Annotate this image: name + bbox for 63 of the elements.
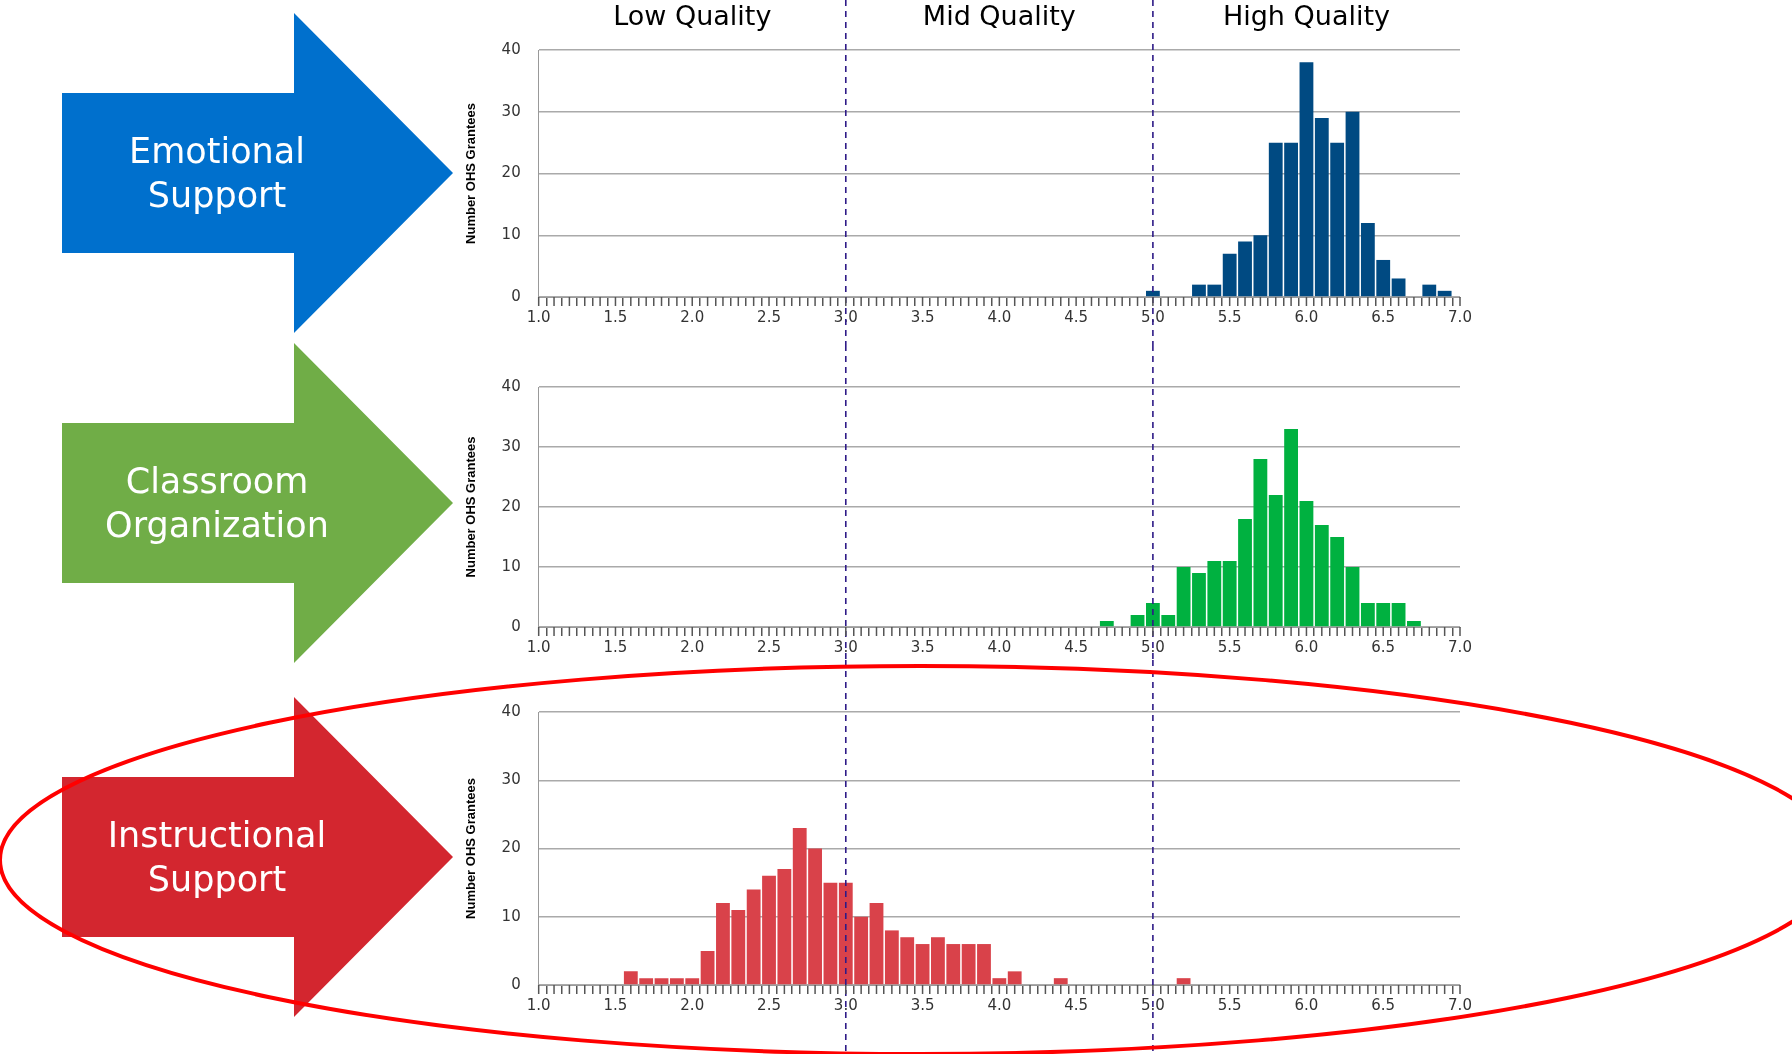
x-tick-label: 4.5 xyxy=(1064,307,1089,326)
x-tick-label: 7.0 xyxy=(1448,637,1472,656)
x-tick-label: 5.5 xyxy=(1217,995,1242,1014)
x-tick-label: 5.0 xyxy=(1140,307,1165,326)
x-tick-label: 4.5 xyxy=(1064,637,1089,656)
y-tick-label: 30 xyxy=(501,436,521,455)
x-tick-label: 2.5 xyxy=(757,307,781,326)
x-tick-label: 3.0 xyxy=(833,995,858,1014)
x-tick-label: 7.0 xyxy=(1448,307,1472,326)
x-tick-label: 1.0 xyxy=(526,995,551,1014)
y-tick-label: 30 xyxy=(501,770,521,789)
y-axis-title: Number OHS Grantees xyxy=(463,436,479,578)
x-tick-label: 5.5 xyxy=(1217,307,1242,326)
x-tick-label: 5.5 xyxy=(1217,637,1242,656)
y-tick-label: 20 xyxy=(501,838,521,857)
text: Low Quality xyxy=(613,0,772,32)
x-tick-label: 6.0 xyxy=(1294,637,1319,656)
y-tick-label: 10 xyxy=(501,556,521,575)
y-tick-label: 0 xyxy=(511,974,521,993)
x-tick-label: 6.5 xyxy=(1371,307,1396,326)
x-tick-label: 2.0 xyxy=(680,995,705,1014)
x-tick-label: 3.5 xyxy=(910,307,935,326)
x-tick-label: 3.5 xyxy=(910,637,935,656)
x-tick-label: 1.0 xyxy=(526,637,551,656)
x-tick-label: 4.0 xyxy=(987,995,1012,1014)
y-tick-label: 40 xyxy=(501,376,521,395)
x-tick-label: 3.5 xyxy=(910,995,935,1014)
x-tick-label: 2.0 xyxy=(680,637,705,656)
text: Emotional Support xyxy=(128,129,306,217)
x-tick-label: 1.5 xyxy=(603,307,628,326)
x-tick-label: 1.0 xyxy=(526,307,551,326)
x-tick-label: 1.5 xyxy=(603,637,628,656)
text: Instructional Support xyxy=(106,814,328,901)
y-tick-label: 0 xyxy=(511,616,521,635)
y-tick-label: 30 xyxy=(501,101,521,120)
text: High Quality xyxy=(1222,0,1391,32)
y-tick-label: 10 xyxy=(501,225,521,244)
x-tick-label: 5.0 xyxy=(1140,637,1165,656)
x-tick-label: 2.5 xyxy=(757,637,781,656)
y-tick-label: 40 xyxy=(501,39,521,58)
y-axis-title: Number OHS Grantees xyxy=(463,778,479,919)
y-axis-title: Number OHS Grantees xyxy=(463,103,479,244)
x-tick-label: 6.5 xyxy=(1371,995,1396,1014)
x-tick-label: 7.0 xyxy=(1448,995,1472,1014)
x-tick-label: 5.0 xyxy=(1140,995,1165,1014)
x-tick-label: 3.0 xyxy=(833,637,858,656)
x-tick-label: 6.0 xyxy=(1294,307,1319,326)
y-tick-label: 0 xyxy=(511,286,521,305)
text: Classroom Organization xyxy=(104,459,330,547)
x-tick-label: 6.0 xyxy=(1294,995,1319,1014)
x-tick-label: 2.0 xyxy=(680,307,705,326)
x-tick-label: 2.5 xyxy=(757,995,781,1014)
y-tick-label: 40 xyxy=(501,701,521,720)
x-tick-label: 4.5 xyxy=(1064,995,1089,1014)
x-tick-label: 4.0 xyxy=(987,637,1012,656)
x-tick-label: 1.5 xyxy=(603,995,628,1014)
y-tick-label: 10 xyxy=(501,906,521,925)
x-tick-label: 3.0 xyxy=(833,307,858,326)
y-tick-label: 20 xyxy=(501,163,521,182)
text: Mid Quality xyxy=(922,0,1076,32)
y-tick-label: 20 xyxy=(501,496,521,515)
x-tick-label: 4.0 xyxy=(987,307,1012,326)
x-tick-label: 6.5 xyxy=(1371,637,1396,656)
